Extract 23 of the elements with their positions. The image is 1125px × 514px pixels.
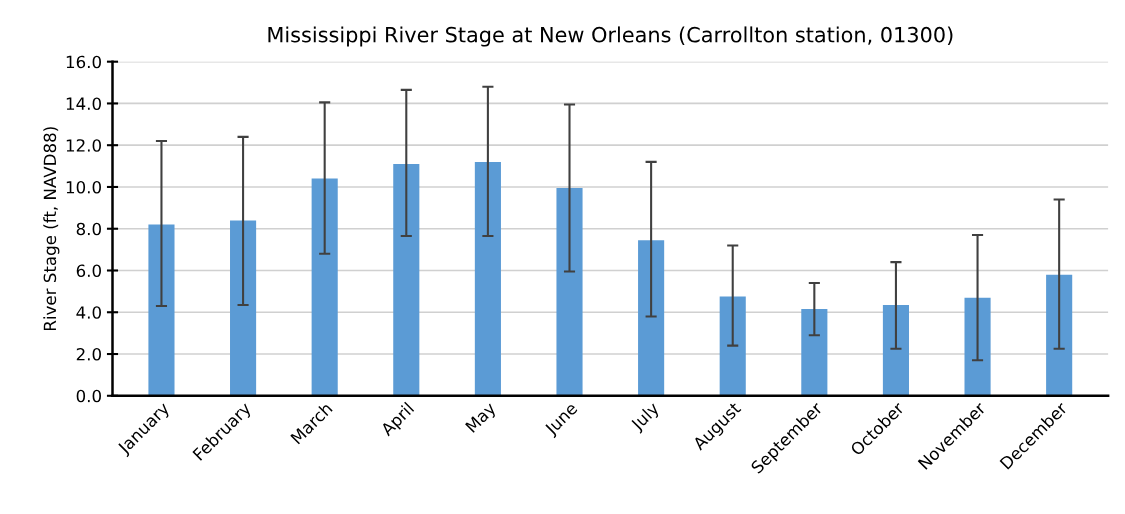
y-tick-label: 6.0 (76, 264, 101, 278)
bar (556, 188, 583, 396)
bar (882, 304, 909, 396)
bar (1046, 274, 1073, 396)
y-tick-label: 8.0 (76, 222, 101, 236)
y-tick-label: 4.0 (76, 306, 101, 319)
bar (474, 161, 501, 396)
y-tick-label: 14.0 (66, 97, 101, 111)
y-axis-title: River Stage (ft, NAVD88) (43, 127, 60, 331)
bar (964, 297, 991, 396)
y-tick-label: 2.0 (76, 347, 101, 361)
bar (801, 309, 828, 396)
bar (719, 296, 746, 396)
bar (311, 178, 338, 396)
bar (393, 164, 420, 396)
y-tick-label: 16.0 (66, 55, 101, 69)
y-tick-label: 0.0 (76, 389, 101, 403)
bar (638, 240, 665, 396)
chart-title: Mississippi River Stage at New Orleans (Carrollton station, 01300) (268, 26, 953, 47)
y-tick-label: 12.0 (66, 139, 101, 152)
bar (230, 220, 257, 396)
bar (148, 224, 175, 396)
y-tick-label: 10.0 (66, 180, 101, 194)
